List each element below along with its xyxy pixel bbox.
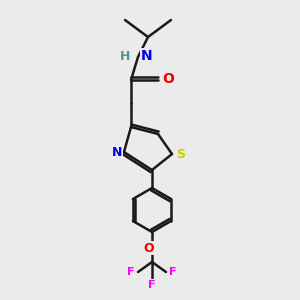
Text: H: H bbox=[120, 50, 130, 62]
Text: F: F bbox=[148, 280, 156, 290]
Text: F: F bbox=[128, 267, 135, 277]
Text: N: N bbox=[112, 146, 122, 158]
Text: S: S bbox=[176, 148, 185, 160]
Text: O: O bbox=[144, 242, 154, 254]
Text: N: N bbox=[141, 49, 153, 63]
Text: O: O bbox=[162, 72, 174, 86]
Text: F: F bbox=[169, 267, 176, 277]
